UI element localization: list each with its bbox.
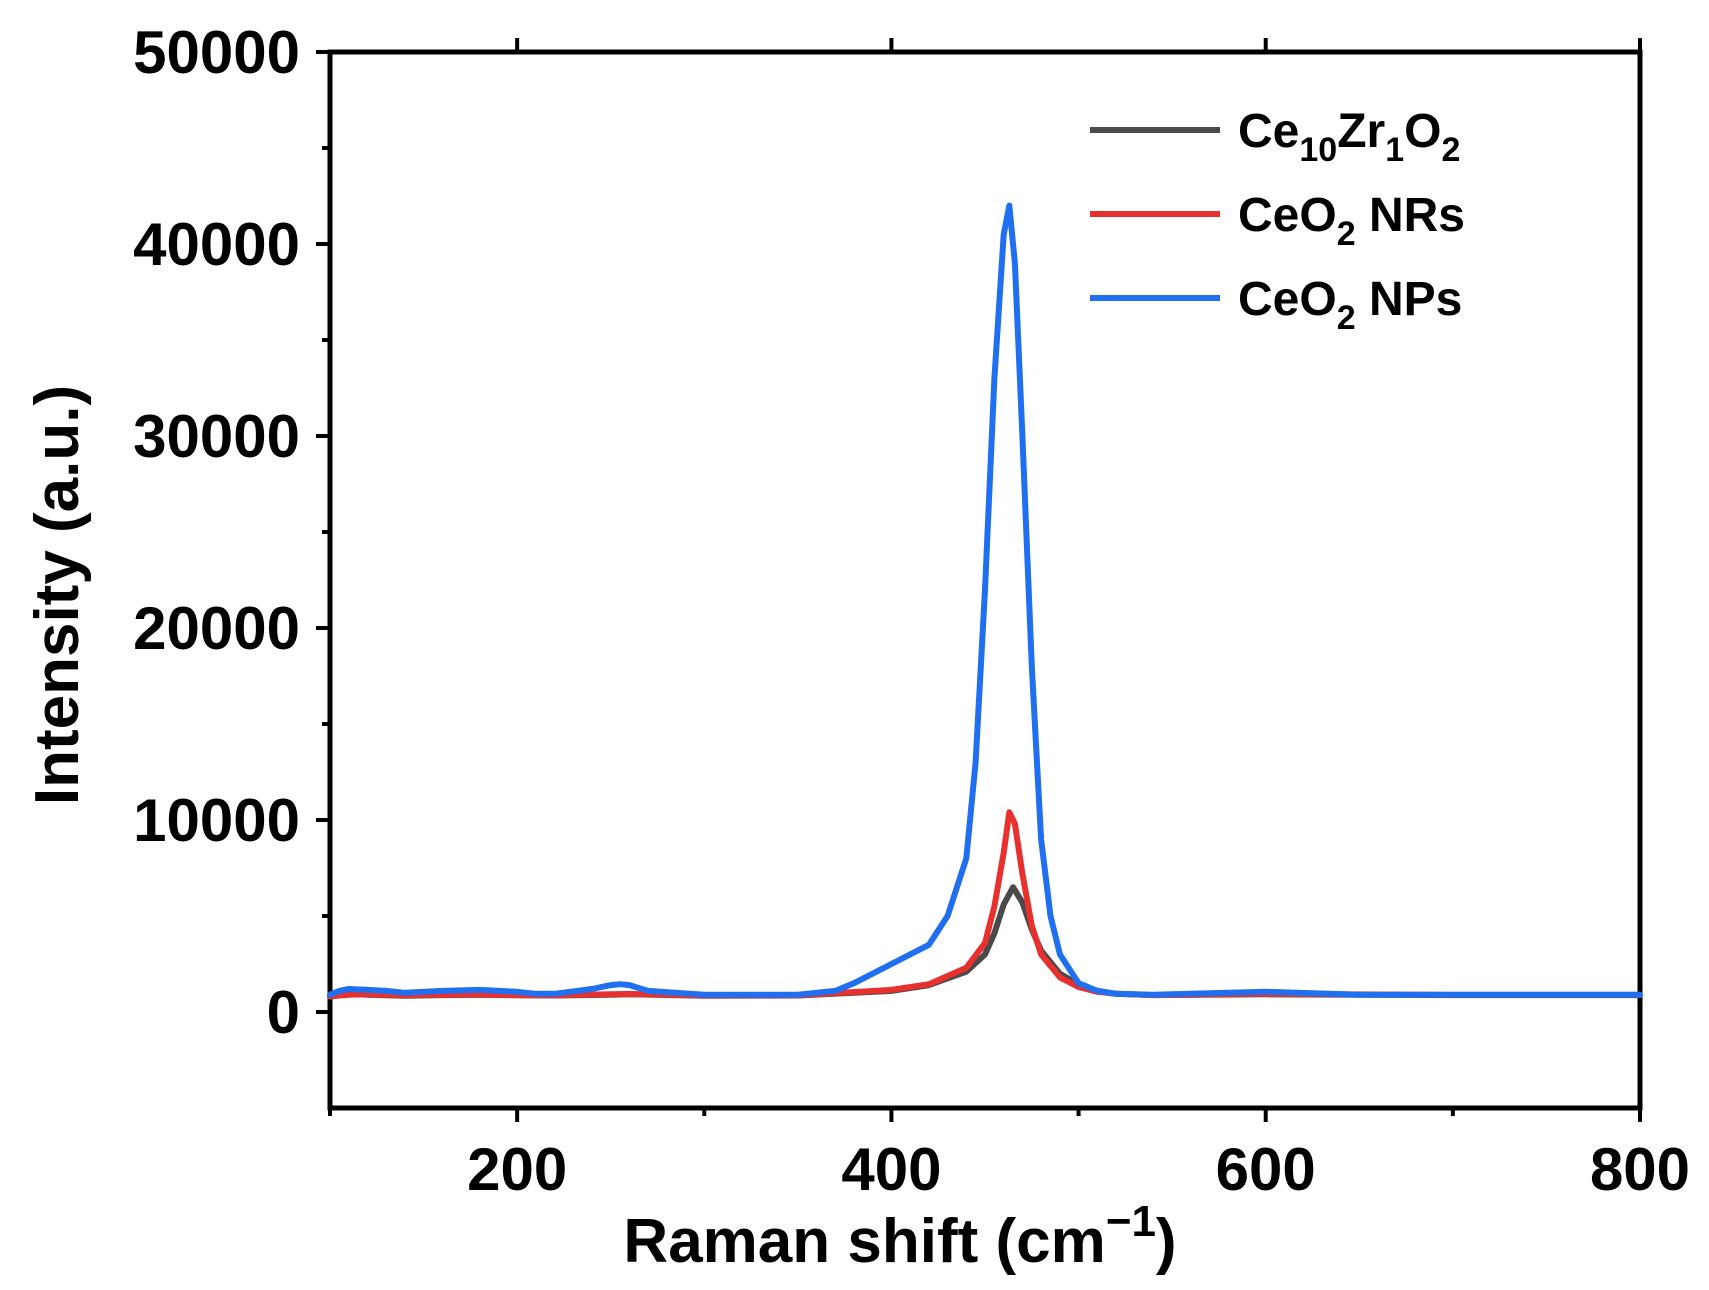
- plot-frame: [327, 49, 1643, 1111]
- legend-label-part: NPs: [1356, 273, 1463, 326]
- legend-label-part: 1: [1385, 131, 1404, 169]
- x-tick-label: 600: [1216, 1136, 1316, 1203]
- legend-label-part: Zr: [1337, 105, 1385, 158]
- legend-label-part: CeO: [1238, 189, 1337, 242]
- legend-label: CeO2 NRs: [1238, 189, 1465, 253]
- x-tick-label: 800: [1590, 1136, 1690, 1203]
- y-tick-label: 50000: [133, 19, 300, 86]
- x-axis-title-exponent: −1: [1106, 1197, 1156, 1246]
- legend-label-part: Ce: [1238, 105, 1299, 158]
- x-tick-label: 400: [841, 1136, 941, 1203]
- legend-label-part: CeO: [1238, 273, 1337, 326]
- legend-label: Ce10Zr1O2: [1238, 105, 1460, 169]
- legend-label: CeO2 NPs: [1238, 273, 1462, 337]
- y-tick-label: 20000: [133, 595, 300, 662]
- series-lines: [327, 202, 1643, 1000]
- x-axis-title-main: Raman shift (cm: [623, 1207, 1105, 1276]
- legend-label-part: 2: [1337, 215, 1356, 253]
- axis-ticks: [316, 38, 1642, 1122]
- legend-label-part: O: [1404, 105, 1441, 158]
- legend-label-part: NRs: [1356, 189, 1465, 242]
- y-tick-label: 40000: [133, 211, 300, 278]
- series-line-1: [327, 809, 1643, 1000]
- series-line-2: [327, 202, 1643, 998]
- y-tick-label: 10000: [133, 787, 300, 854]
- legend-label-part: 10: [1299, 131, 1337, 169]
- y-tick-label: 0: [267, 979, 300, 1046]
- plot-border: [327, 49, 1643, 1111]
- x-axis-title-close: ): [1156, 1207, 1177, 1276]
- x-tick-label: 200: [467, 1136, 567, 1203]
- y-tick-label: 30000: [133, 403, 300, 470]
- y-axis-title: Intensity (a.u.): [23, 385, 92, 805]
- legend-label-part: 2: [1441, 131, 1460, 169]
- axis-tick-labels: 200 400 600 800 0 10000 20000 30000 40000 50000: [133, 19, 1690, 1203]
- x-axis-title: Raman shift (cm−1): [623, 1197, 1176, 1276]
- legend-label-part: 2: [1337, 299, 1356, 337]
